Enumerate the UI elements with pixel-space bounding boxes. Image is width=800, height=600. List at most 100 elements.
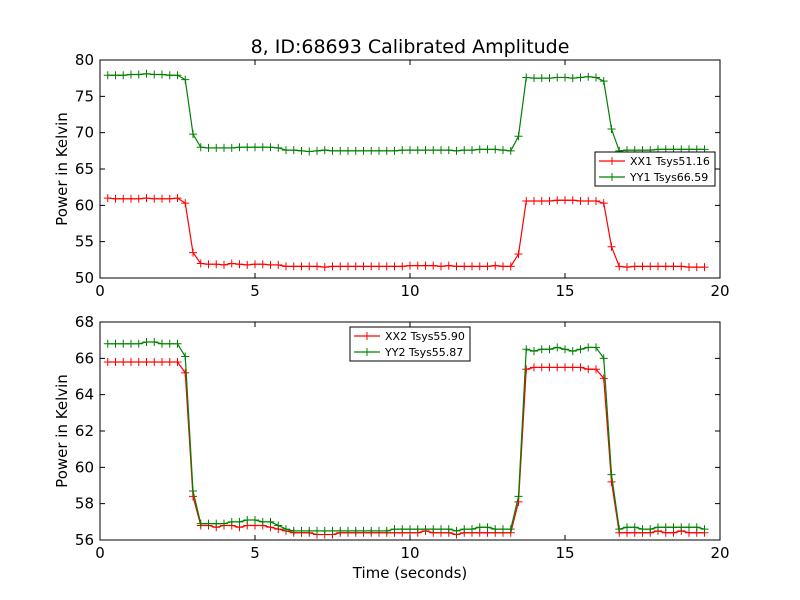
data-point	[258, 260, 267, 269]
data-point	[150, 194, 159, 203]
data-point	[251, 516, 259, 525]
data-point	[491, 145, 500, 154]
legend-marker	[608, 157, 616, 165]
data-point	[227, 259, 236, 268]
data-point	[266, 143, 275, 152]
data-point	[134, 357, 143, 366]
data-point	[181, 352, 190, 361]
data-point	[491, 525, 500, 534]
data-point	[173, 357, 182, 366]
x-tick-label: 5	[250, 282, 260, 300]
legend-box	[594, 151, 716, 187]
data-point	[103, 71, 112, 80]
x-tick-label: 15	[555, 544, 574, 562]
data-point	[367, 526, 376, 535]
data-point	[367, 262, 376, 271]
data-point	[220, 519, 228, 528]
data-point	[576, 345, 585, 354]
data-point	[483, 145, 492, 154]
data-point	[173, 194, 182, 203]
data-point	[638, 262, 647, 271]
data-point	[514, 250, 523, 259]
data-point	[522, 196, 531, 205]
data-point	[111, 357, 120, 366]
data-point	[421, 261, 430, 270]
legend-box	[349, 326, 471, 362]
data-point	[630, 262, 639, 271]
data-point	[599, 374, 608, 383]
data-point	[584, 343, 593, 352]
data-point	[568, 196, 577, 205]
data-point	[158, 70, 166, 79]
data-point	[111, 194, 120, 203]
data-point	[142, 194, 151, 203]
data-point	[134, 339, 143, 348]
data-point	[607, 125, 616, 134]
data-point	[483, 523, 492, 532]
data-point	[375, 262, 383, 271]
data-point	[328, 146, 337, 155]
legend-label: XX2 Tsys55.90	[385, 330, 465, 343]
data-point	[623, 523, 631, 532]
data-point	[142, 337, 151, 346]
data-point	[158, 194, 166, 203]
x-tick-label: 5	[250, 544, 260, 562]
data-point	[313, 262, 321, 271]
legend-marker	[363, 348, 371, 356]
data-point	[700, 263, 709, 272]
data-point	[266, 260, 275, 269]
data-point	[576, 73, 585, 82]
data-point	[468, 525, 476, 534]
data-point	[150, 70, 159, 79]
data-point	[413, 261, 422, 270]
data-point	[584, 196, 593, 205]
data-point	[127, 70, 135, 79]
data-point	[607, 242, 616, 251]
data-point	[181, 199, 190, 208]
data-point	[297, 262, 306, 271]
data-point	[468, 262, 476, 271]
x-axis-label: Time (seconds)	[352, 564, 468, 582]
data-point	[305, 262, 314, 271]
series-line-1-1	[107, 197, 705, 268]
data-point	[685, 263, 693, 272]
y-tick-label: 64	[75, 386, 94, 404]
data-point	[320, 526, 329, 535]
data-point	[220, 260, 228, 269]
data-point	[685, 523, 693, 532]
bottom-panel: 0 5 10 15 20 56 58 60 62 64 66 68 Power in Kelvin Tim…	[53, 313, 730, 582]
data-point	[576, 363, 585, 372]
data-point	[375, 146, 383, 155]
data-point	[289, 526, 298, 535]
data-point	[592, 365, 600, 374]
data-point	[568, 347, 577, 356]
data-point	[320, 146, 329, 155]
data-point	[413, 525, 422, 534]
chart-title: 8, ID:68693 Calibrated Amplitude	[251, 36, 570, 58]
series-line-2-2	[107, 341, 705, 532]
data-point	[212, 519, 221, 528]
x-tick-label: 10	[400, 544, 419, 562]
data-point	[119, 357, 128, 366]
data-point	[677, 262, 686, 271]
data-point	[235, 143, 244, 152]
data-point	[243, 143, 252, 152]
data-point	[382, 146, 391, 155]
data-point	[692, 263, 701, 272]
data-point	[390, 146, 399, 155]
data-point	[506, 525, 515, 534]
data-point	[561, 73, 569, 82]
data-point	[553, 73, 562, 82]
data-point	[499, 525, 507, 534]
y-tick-label: 66	[75, 349, 94, 367]
x-tick-label: 20	[710, 282, 729, 300]
data-point	[545, 196, 554, 205]
data-point	[460, 146, 469, 155]
y-tick-label: 56	[75, 531, 94, 549]
data-point	[553, 343, 562, 352]
data-point	[150, 357, 159, 366]
data-point	[359, 262, 368, 271]
data-point	[235, 517, 244, 526]
data-point	[661, 262, 670, 271]
data-point	[258, 143, 267, 152]
